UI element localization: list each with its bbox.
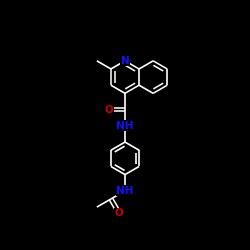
Text: O: O xyxy=(104,104,113,115)
Text: N: N xyxy=(120,56,130,66)
Text: NH: NH xyxy=(116,186,134,196)
Text: O: O xyxy=(115,208,124,218)
Text: NH: NH xyxy=(116,121,134,131)
